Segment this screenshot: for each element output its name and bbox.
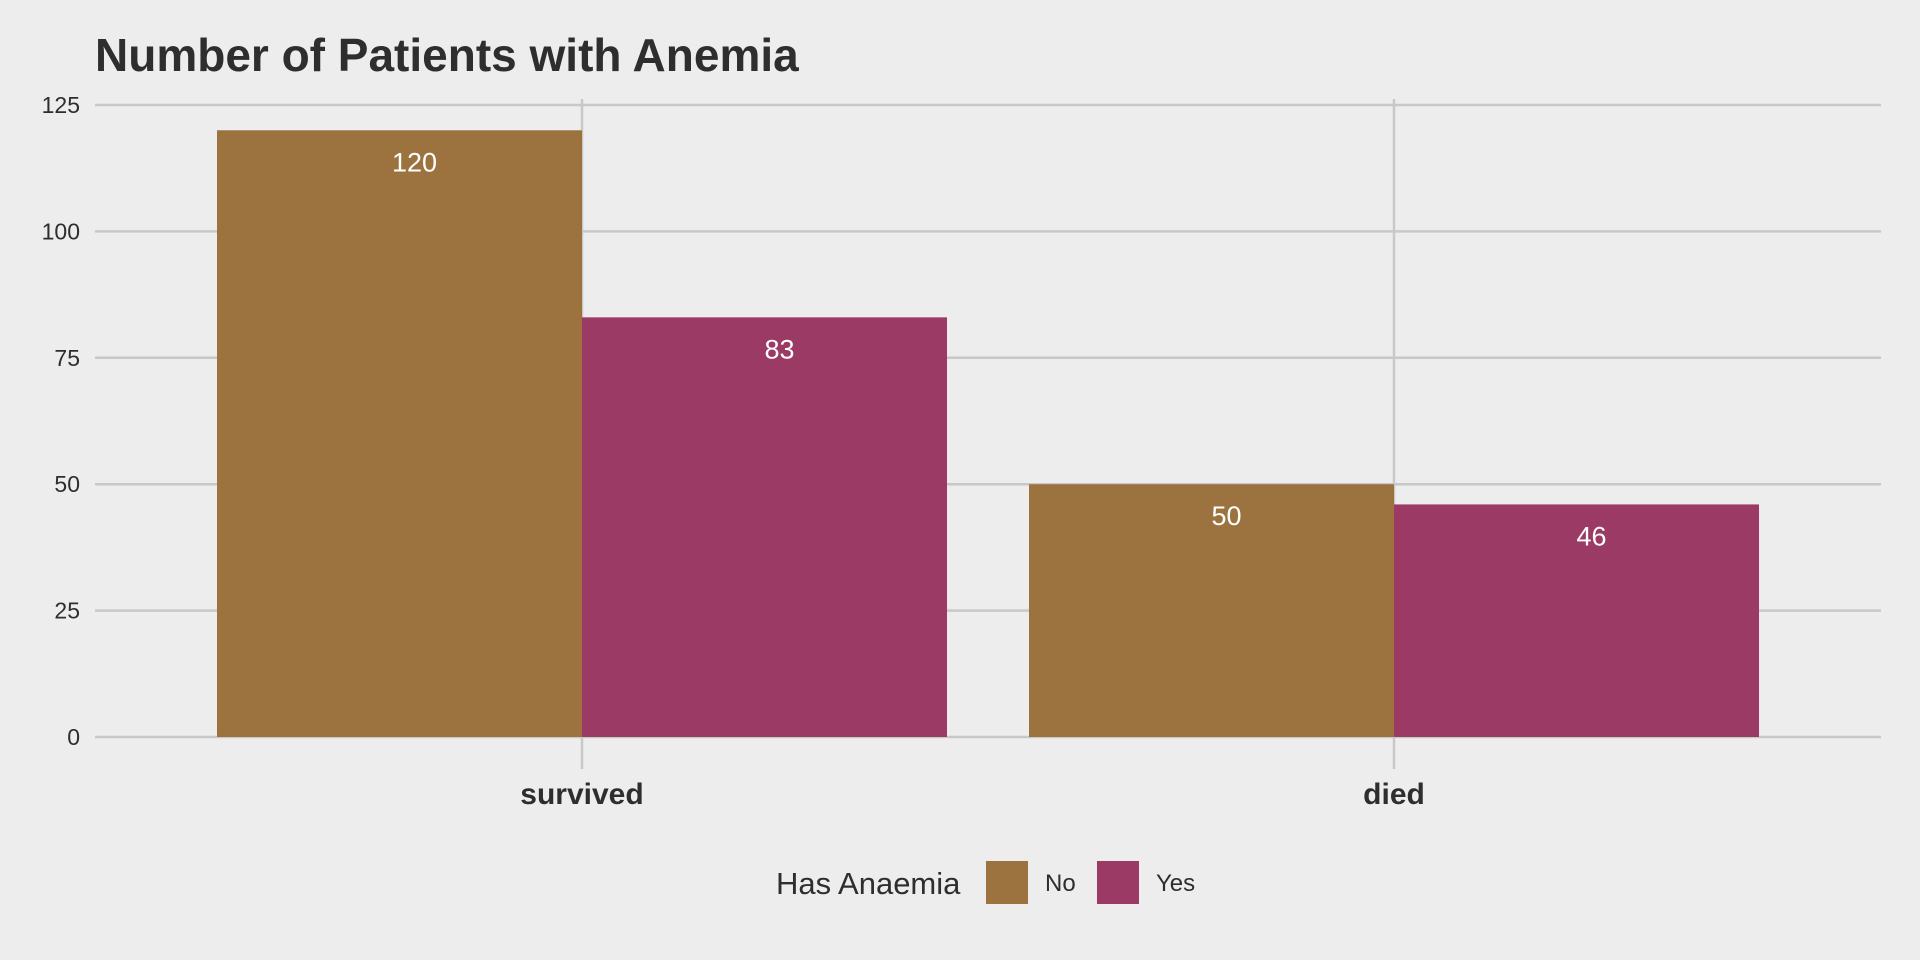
y-tick-label: 0 xyxy=(67,724,80,750)
legend-title: Has Anaemia xyxy=(776,866,961,901)
bar-survived-no xyxy=(217,130,582,737)
bar-survived-yes xyxy=(582,317,947,737)
bar-died-yes xyxy=(1394,504,1759,737)
y-tick-label: 50 xyxy=(54,471,80,497)
y-tick-label: 25 xyxy=(54,598,80,624)
y-tick-label: 125 xyxy=(42,92,80,118)
x-axis: survived died xyxy=(520,778,1425,811)
data-label: 46 xyxy=(1576,521,1606,551)
data-label: 83 xyxy=(764,334,794,364)
bars xyxy=(217,130,1759,737)
legend-key-no xyxy=(986,861,1028,904)
legend-label: Yes xyxy=(1156,870,1195,897)
data-labels: 120 83 50 46 xyxy=(392,147,1607,551)
legend: Has Anaemia No Yes xyxy=(776,861,1195,904)
y-tick-label: 100 xyxy=(42,218,80,244)
bar-died-no xyxy=(1029,484,1394,737)
x-tick-label: survived xyxy=(520,778,643,811)
legend-key-yes xyxy=(1097,861,1139,904)
y-axis: 0 25 50 75 100 125 xyxy=(42,92,80,750)
y-tick-label: 75 xyxy=(54,345,80,371)
chart-title: Number of Patients with Anemia xyxy=(95,29,799,81)
data-label: 50 xyxy=(1211,501,1241,531)
x-tick-label: died xyxy=(1363,778,1425,811)
legend-label: No xyxy=(1045,870,1076,897)
data-label: 120 xyxy=(392,147,437,177)
